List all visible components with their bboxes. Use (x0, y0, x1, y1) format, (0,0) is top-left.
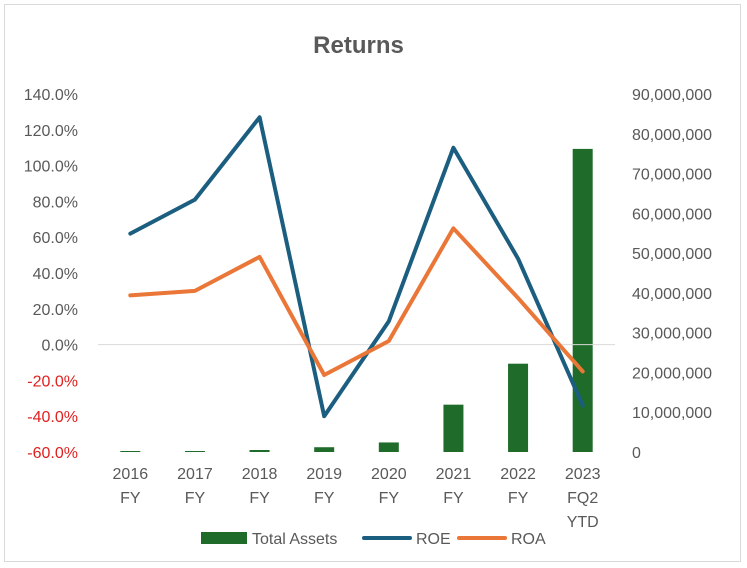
legend-label: ROE (416, 531, 451, 548)
right-axis-tick-label: 50,000,000 (632, 246, 712, 263)
x-axis-category-label: 2016 (113, 466, 149, 483)
total-assets-bar (572, 148, 593, 453)
x-axis-category-label: 2022 (500, 466, 536, 483)
right-axis-tick-label: 60,000,000 (632, 206, 712, 223)
left-axis-tick-label: 0.0% (42, 338, 78, 355)
right-axis-tick-label: 70,000,000 (632, 167, 712, 184)
legend-label: ROA (511, 531, 546, 548)
x-axis-category-label: 2017 (177, 466, 213, 483)
left-axis-tick-label: 120.0% (24, 123, 78, 140)
left-axis-tick-label: 100.0% (24, 159, 78, 176)
left-axis-tick-label: 140.0% (24, 87, 78, 104)
left-axis-tick-label: -40.0% (27, 409, 78, 426)
total-assets-bar (378, 442, 399, 452)
total-assets-bar (314, 447, 335, 452)
left-axis-tick-label: 40.0% (33, 266, 78, 283)
legend-label: Total Assets (252, 531, 337, 548)
legend-swatch-total-assets (201, 532, 247, 544)
x-axis-category-label: FY (120, 490, 141, 507)
left-axis-tick-label: -20.0% (27, 373, 78, 390)
right-axis-tick-label: 30,000,000 (632, 326, 712, 343)
right-axis-tick-label: 10,000,000 (632, 405, 712, 422)
total-assets-bar (249, 450, 270, 452)
total-assets-bar (120, 451, 141, 452)
x-axis-category-label: 2020 (371, 466, 407, 483)
x-axis-category-label: FY (443, 490, 464, 507)
x-axis-category-label: FQ2 (567, 490, 598, 507)
left-axis-tick-label: 80.0% (33, 194, 78, 211)
x-axis-category-label: YTD (567, 514, 599, 531)
chart-frame: Returns -60.0% -40.0% -20.0% 0.0% 20.0% 40.0% 6… (4, 4, 741, 562)
x-axis-category-label: FY (508, 490, 529, 507)
x-axis-category-label: 2021 (436, 466, 472, 483)
returns-chart: Returns -60.0% -40.0% -20.0% 0.0% 20.0% 40.0% 6… (24, 32, 712, 548)
x-axis-category-label: FY (185, 490, 206, 507)
total-assets-bar (443, 404, 464, 452)
x-axis-category-label: 2023 (565, 466, 601, 483)
x-axis-category-label: 2019 (306, 466, 342, 483)
left-axis-tick-label: 20.0% (33, 302, 78, 319)
right-axis-tick-label: 0 (632, 445, 641, 462)
chart-title: Returns (313, 32, 404, 59)
x-axis-category-label: FY (249, 490, 270, 507)
roa-line (128, 226, 585, 377)
right-axis-tick-label: 40,000,000 (632, 286, 712, 303)
left-axis-tick-label: 60.0% (33, 230, 78, 247)
right-axis-tick-label: 20,000,000 (632, 365, 712, 382)
x-axis-category-label: 2018 (242, 466, 278, 483)
right-axis-tick-label: 90,000,000 (632, 87, 712, 104)
right-axis-tick-label: 80,000,000 (632, 127, 712, 144)
roe-line (128, 115, 585, 419)
total-assets-bar (508, 363, 529, 452)
left-axis-tick-label: -60.0% (27, 445, 78, 462)
x-axis-category-label: FY (314, 490, 335, 507)
x-axis-category-label: FY (379, 490, 400, 507)
total-assets-bar (184, 451, 205, 452)
